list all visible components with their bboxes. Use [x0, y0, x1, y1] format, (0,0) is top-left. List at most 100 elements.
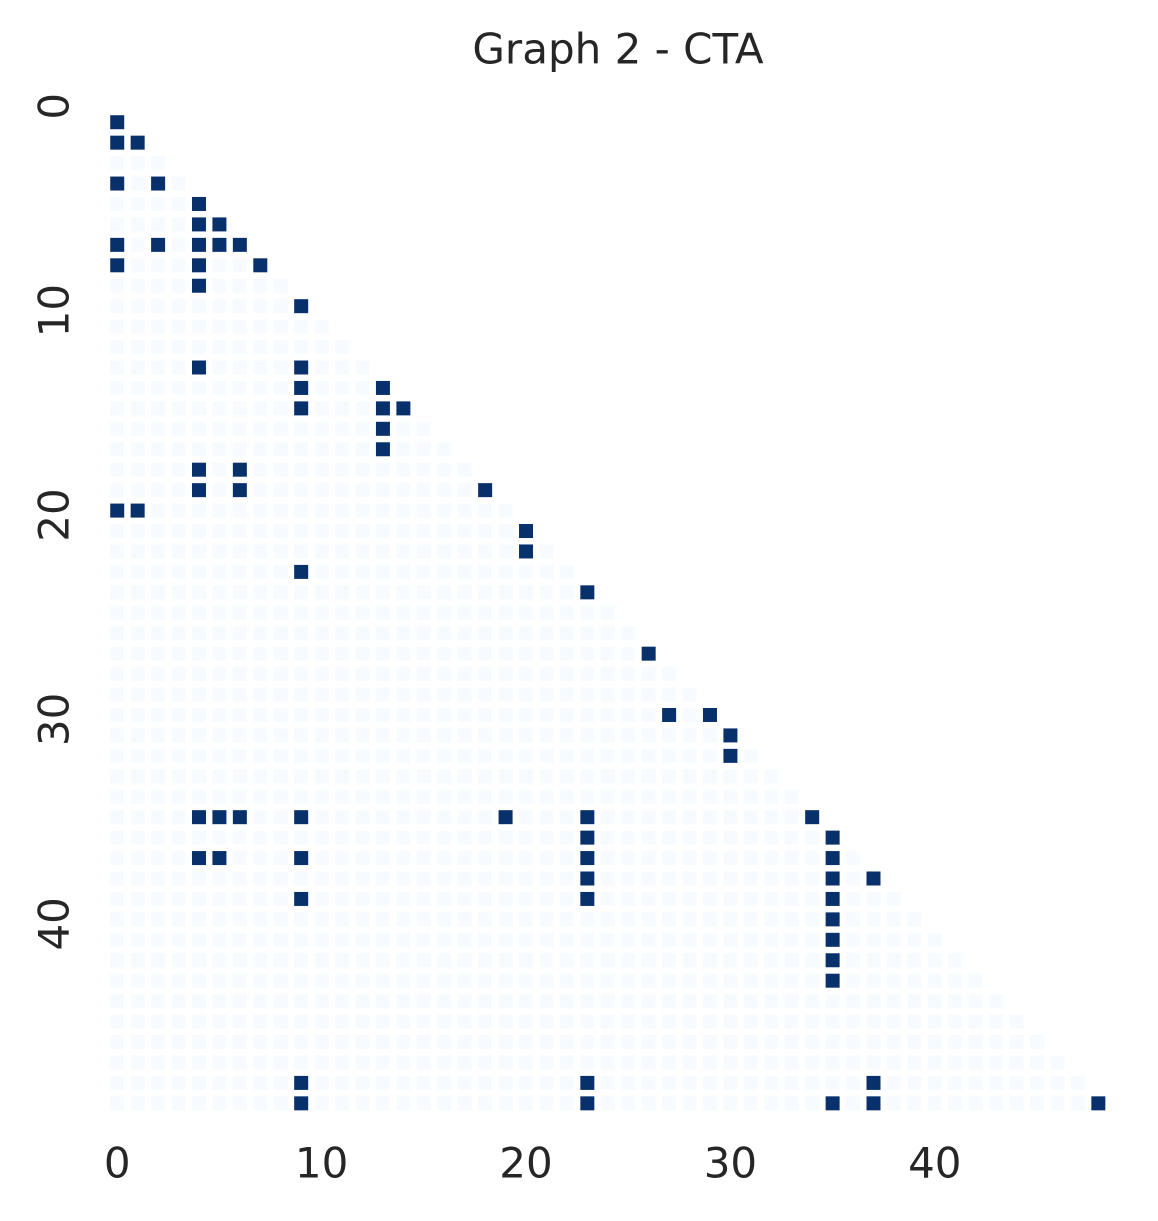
- cell: [314, 871, 329, 886]
- cell: [396, 953, 411, 968]
- cell: [355, 707, 370, 722]
- cell: [539, 932, 554, 947]
- cell: [375, 380, 390, 395]
- cell: [702, 830, 717, 845]
- cell: [232, 258, 247, 273]
- cell: [171, 421, 186, 436]
- cell: [600, 932, 615, 947]
- cell: [437, 707, 452, 722]
- cell: [662, 871, 677, 886]
- cell: [784, 1096, 799, 1111]
- cell: [253, 319, 268, 334]
- cell: [641, 953, 656, 968]
- cell: [171, 626, 186, 641]
- cell: [437, 1055, 452, 1070]
- cell: [375, 851, 390, 866]
- cell: [355, 810, 370, 825]
- cell: [1050, 1075, 1065, 1090]
- cell: [580, 605, 595, 620]
- cell: [171, 585, 186, 600]
- cell: [171, 360, 186, 375]
- cell: [151, 973, 166, 988]
- cell: [151, 769, 166, 784]
- cell: [171, 707, 186, 722]
- cell: [130, 851, 145, 866]
- cell: [375, 524, 390, 539]
- cell: [600, 1075, 615, 1090]
- cell: [621, 1055, 636, 1070]
- cell: [498, 1096, 513, 1111]
- cell: [110, 748, 125, 763]
- cell: [825, 994, 840, 1009]
- cell: [723, 891, 738, 906]
- cell: [478, 810, 493, 825]
- cell: [396, 544, 411, 559]
- cell: [171, 564, 186, 579]
- cell: [457, 626, 472, 641]
- cell: [519, 1096, 534, 1111]
- cell: [1030, 1075, 1045, 1090]
- cell: [641, 667, 656, 682]
- cell: [539, 646, 554, 661]
- cell: [375, 728, 390, 743]
- cell: [968, 973, 983, 988]
- cell: [989, 1014, 1004, 1029]
- cell: [191, 912, 206, 927]
- cell: [151, 524, 166, 539]
- cell: [335, 851, 350, 866]
- cell: [294, 769, 309, 784]
- cell: [416, 1096, 431, 1111]
- cell: [478, 544, 493, 559]
- cell: [253, 912, 268, 927]
- cell: [151, 667, 166, 682]
- cell: [294, 360, 309, 375]
- cell: [191, 196, 206, 211]
- cell: [1030, 1035, 1045, 1050]
- cell: [702, 912, 717, 927]
- cell: [171, 278, 186, 293]
- y-tick-label: 10: [30, 284, 79, 337]
- cell: [539, 1055, 554, 1070]
- cell: [621, 728, 636, 743]
- cell: [253, 687, 268, 702]
- cell: [151, 646, 166, 661]
- cell: [355, 789, 370, 804]
- cell: [621, 1075, 636, 1090]
- cell: [437, 1096, 452, 1111]
- cell: [559, 830, 574, 845]
- cell: [478, 830, 493, 845]
- cell: [743, 912, 758, 927]
- cell: [580, 646, 595, 661]
- cell: [335, 503, 350, 518]
- cell: [130, 871, 145, 886]
- cell: [130, 462, 145, 477]
- cell: [519, 1055, 534, 1070]
- cell: [805, 851, 820, 866]
- cell: [702, 994, 717, 1009]
- cell: [784, 1035, 799, 1050]
- cell: [232, 319, 247, 334]
- cell: [702, 1035, 717, 1050]
- cell: [191, 891, 206, 906]
- cell: [662, 1014, 677, 1029]
- cell: [621, 953, 636, 968]
- cell: [232, 442, 247, 457]
- cell: [191, 299, 206, 314]
- cell: [130, 707, 145, 722]
- cell: [846, 1075, 861, 1090]
- cell: [273, 605, 288, 620]
- cell: [805, 1096, 820, 1111]
- cell: [294, 503, 309, 518]
- cell: [355, 380, 370, 395]
- cell: [662, 667, 677, 682]
- cell: [191, 462, 206, 477]
- cell: [968, 1014, 983, 1029]
- cell: [519, 1075, 534, 1090]
- cell: [212, 953, 227, 968]
- cell: [498, 789, 513, 804]
- cell: [273, 564, 288, 579]
- cell: [866, 1035, 881, 1050]
- cell: [253, 442, 268, 457]
- cell: [437, 953, 452, 968]
- cell: [539, 564, 554, 579]
